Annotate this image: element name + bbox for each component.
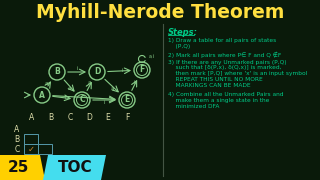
Text: B: B bbox=[48, 114, 53, 123]
Text: a: a bbox=[68, 87, 71, 91]
Text: F: F bbox=[125, 114, 129, 123]
Text: C: C bbox=[79, 96, 85, 105]
Text: a: a bbox=[110, 87, 114, 91]
Text: A: A bbox=[29, 114, 35, 123]
Text: a: a bbox=[88, 80, 91, 86]
Text: 4) Combine all the Unmarked Pairs and
    make them a single state in the
    mi: 4) Combine all the Unmarked Pairs and ma… bbox=[168, 92, 284, 109]
Polygon shape bbox=[0, 155, 45, 180]
Text: C: C bbox=[68, 114, 73, 123]
Text: 25: 25 bbox=[7, 160, 29, 175]
Bar bbox=[24, 134, 38, 144]
Text: 3) If there are any Unmarked pairs (P,Q)
    such that [δ(P,x), δ(Q,x)] is marke: 3) If there are any Unmarked pairs (P,Q)… bbox=[168, 60, 307, 88]
Text: 2) Mark all pairs where P∈ F and Q ∉F: 2) Mark all pairs where P∈ F and Q ∉F bbox=[168, 52, 281, 58]
Text: TOC: TOC bbox=[58, 160, 92, 175]
Text: i: i bbox=[64, 95, 66, 100]
Text: E: E bbox=[124, 96, 130, 105]
Text: a,i: a,i bbox=[149, 54, 155, 59]
Text: A: A bbox=[14, 125, 20, 134]
Text: E: E bbox=[106, 114, 110, 123]
Text: C: C bbox=[14, 145, 20, 154]
Text: D: D bbox=[94, 68, 100, 76]
Text: Myhill-Nerode Theorem: Myhill-Nerode Theorem bbox=[36, 3, 284, 21]
Bar bbox=[38, 144, 52, 154]
Text: ✓: ✓ bbox=[28, 145, 35, 154]
Text: i: i bbox=[122, 69, 123, 73]
Text: i: i bbox=[104, 100, 105, 105]
Text: i: i bbox=[134, 80, 135, 84]
Text: F: F bbox=[140, 66, 145, 75]
Text: D: D bbox=[86, 114, 92, 123]
Text: 1) Draw a table for all pairs of states
    (P,Q): 1) Draw a table for all pairs of states … bbox=[168, 38, 276, 49]
Text: B: B bbox=[14, 134, 20, 143]
Text: A: A bbox=[39, 91, 45, 100]
Polygon shape bbox=[43, 155, 106, 180]
Bar bbox=[24, 144, 38, 154]
Text: a: a bbox=[45, 81, 48, 86]
Text: B: B bbox=[54, 68, 60, 76]
Text: Steps:: Steps: bbox=[168, 28, 198, 37]
Text: i: i bbox=[76, 66, 78, 71]
